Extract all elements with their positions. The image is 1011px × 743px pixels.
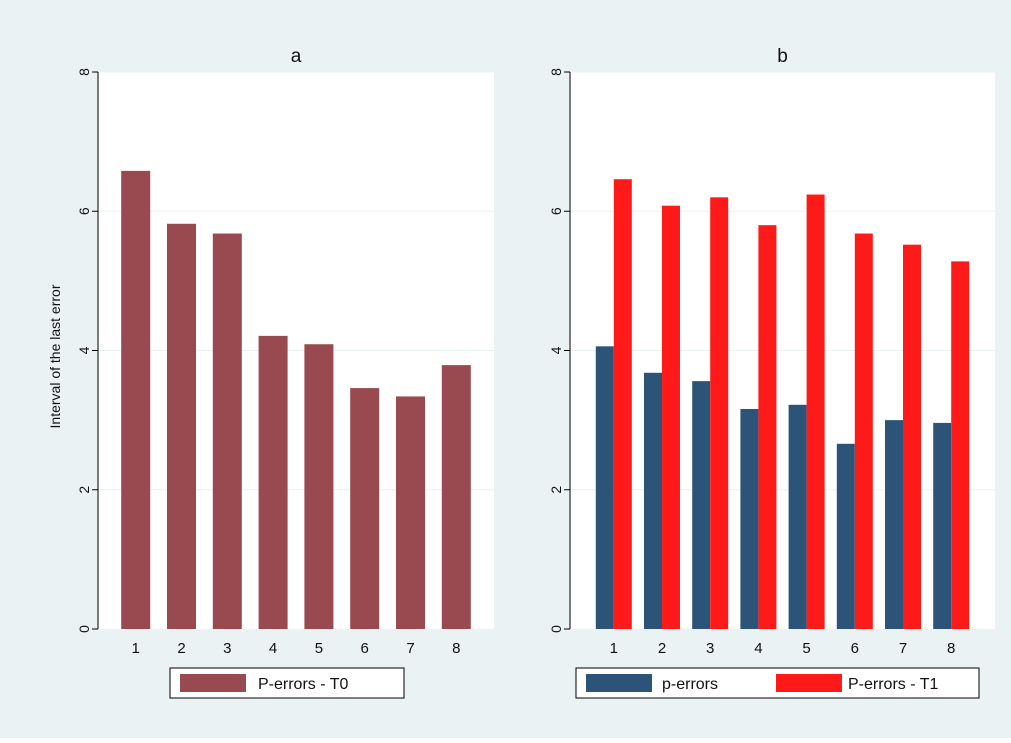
panel-b-y-tick-label: 8 <box>548 68 564 76</box>
panel-b-bar-s0-6 <box>836 443 855 629</box>
panel-a-y-tick-label: 6 <box>76 207 92 215</box>
panel-b-x-tick-label: 5 <box>802 640 810 657</box>
panel-a-bar-3 <box>212 233 242 629</box>
panel-b-legend-swatch-1 <box>776 674 842 692</box>
panel-b-y-tick-label: 4 <box>548 346 564 354</box>
panel-b-bar-s1-2 <box>662 205 680 629</box>
panel-b-bar-s1-6 <box>854 233 873 629</box>
panel-b-bar-s0-8 <box>933 422 952 629</box>
panel-b-x-tick-label: 4 <box>754 640 762 657</box>
panel-a-legend-swatch-0 <box>180 674 246 692</box>
panel-b-x-tick-label: 1 <box>610 640 618 657</box>
panel-a-x-tick-label: 7 <box>406 640 414 657</box>
panel-b-y-tick-label: 6 <box>548 207 564 215</box>
panel-b-x-tick-label: 2 <box>658 640 666 657</box>
panel-a-legend-label-0: P-errors - T0 <box>258 676 348 693</box>
panel-a-bar-2 <box>167 223 196 629</box>
panel-b-legend-swatch-0 <box>586 674 652 692</box>
panel-b-x-tick-label: 3 <box>706 640 714 657</box>
panel-a-bar-5 <box>304 344 334 629</box>
panel-b-legend-label-1: P-errors - T1 <box>848 676 938 693</box>
panel-b-bar-s1-3 <box>710 197 729 629</box>
panel-a-y-tick-label: 8 <box>76 68 92 76</box>
panel-b-bar-s1-7 <box>903 244 921 630</box>
panel-b-bar-s0-2 <box>644 372 662 629</box>
panel-a-title: a <box>291 46 302 67</box>
panel-a-x-tick-label: 4 <box>269 640 277 657</box>
panel-a-y-tick-label: 2 <box>76 486 92 494</box>
panel-a-y-tick-label: 4 <box>76 346 92 354</box>
panel-a-x-tick-label: 1 <box>132 640 140 657</box>
panel-b-bar-s0-4 <box>740 408 759 629</box>
panel-a-bar-4 <box>258 335 288 629</box>
panel-a-x-tick-label: 8 <box>452 640 460 657</box>
panel-b-y-tick-label: 0 <box>548 625 564 633</box>
panel-a-bar-6 <box>350 388 380 629</box>
panel-b-bar-s1-4 <box>758 225 777 630</box>
panel-b-bar-s0-3 <box>692 381 711 629</box>
panel-a-x-tick-label: 6 <box>361 640 369 657</box>
panel-b-bar-s0-7 <box>885 420 903 629</box>
panel-b-x-tick-label: 8 <box>947 640 955 657</box>
panel-b-title: b <box>777 46 788 67</box>
panel-a-bar-7 <box>396 396 425 629</box>
panel-b-y-tick-label: 2 <box>548 486 564 494</box>
panel-b-x-tick-label: 6 <box>851 640 859 657</box>
panel-a-x-tick-label: 5 <box>315 640 323 657</box>
panel-a-x-tick-label: 3 <box>223 640 231 657</box>
panel-a-bar-1 <box>121 170 151 629</box>
panel-a-x-tick-label: 2 <box>177 640 185 657</box>
panel-b-bar-s0-5 <box>788 404 807 629</box>
panel-b-bar-s1-1 <box>613 179 632 629</box>
panel-a-bar-8 <box>441 365 471 629</box>
panel-b-bar-s1-5 <box>806 194 825 630</box>
panel-b-legend-label-0: p-errors <box>662 676 718 693</box>
panel-b-bar-s0-1 <box>595 346 614 629</box>
panel-b-bar-s1-8 <box>951 261 970 629</box>
panel-a-y-tick-label: 0 <box>76 625 92 633</box>
panel-a-y-axis-label: Interval of the last error <box>47 284 63 428</box>
panel-b-x-tick-label: 7 <box>899 640 907 657</box>
